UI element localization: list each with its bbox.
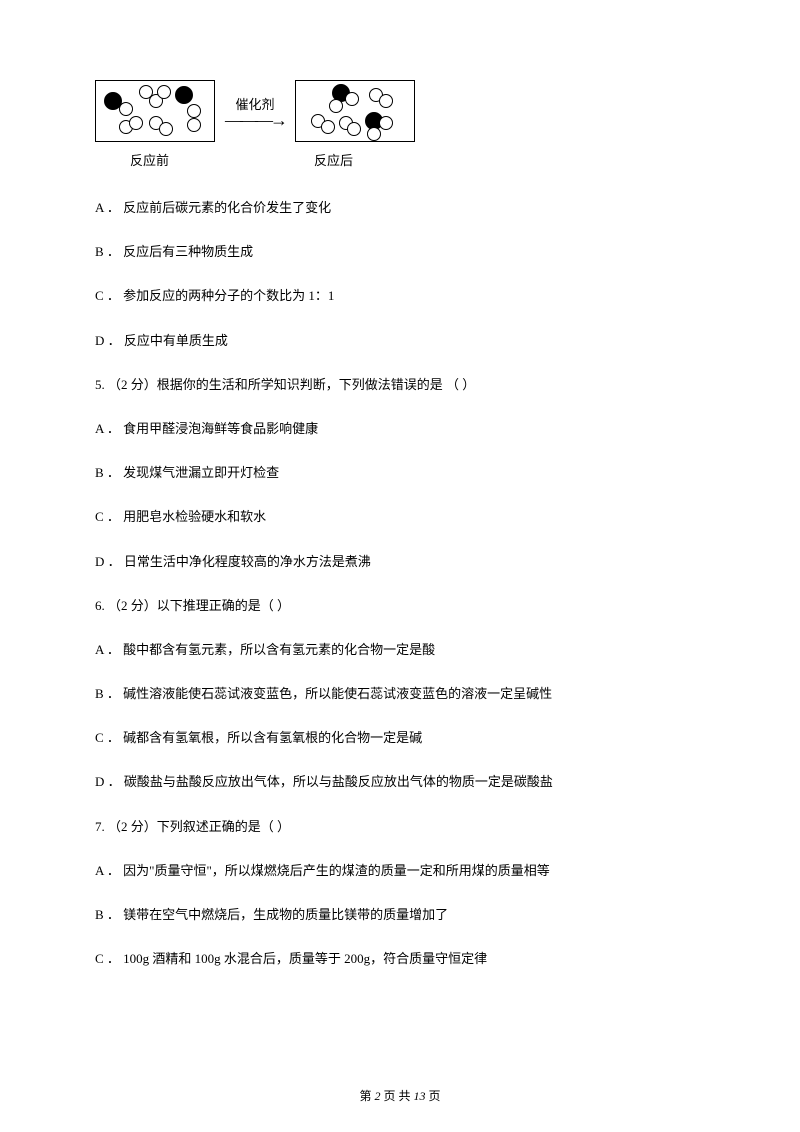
q7-option-c: C ． 100g 酒精和 100g 水混合后，质量等于 200g，符合质量守恒定… xyxy=(95,950,705,968)
before-label: 反应前 xyxy=(130,150,169,169)
after-label: 反应后 xyxy=(314,150,353,169)
atom-open xyxy=(329,99,343,113)
q6-stem: 6. （2 分）以下推理正确的是（ ） xyxy=(95,597,705,615)
atom-open xyxy=(321,120,335,134)
q6-option-b: B ． 碱性溶液能使石蕊试液变蓝色，所以能使石蕊试液变蓝色的溶液一定呈碱性 xyxy=(95,685,705,703)
q4-option-c: C ． 参加反应的两种分子的个数比为 1：1 xyxy=(95,287,705,305)
footer-prefix: 第 xyxy=(359,1089,374,1103)
q4-option-a: A ． 反应前后碳元素的化合价发生了变化 xyxy=(95,199,705,217)
q5-stem: 5. （2 分）根据你的生活和所学知识判断，下列做法错误的是 （ ） xyxy=(95,376,705,394)
q4-option-d: D ． 反应中有单质生成 xyxy=(95,332,705,350)
q6-option-d: D ． 碳酸盐与盐酸反应放出气体，所以与盐酸反应放出气体的物质一定是碳酸盐 xyxy=(95,773,705,791)
q5-option-b: B ． 发现煤气泄漏立即开灯检查 xyxy=(95,464,705,482)
q6-option-a: A ． 酸中都含有氢元素，所以含有氢元素的化合物一定是酸 xyxy=(95,641,705,659)
atom-open xyxy=(119,102,133,116)
reaction-diagram: 催化剂 ———→ xyxy=(95,80,705,142)
q5-option-c: C ． 用肥皂水检验硬水和软水 xyxy=(95,508,705,526)
footer-mid: 页 共 xyxy=(380,1089,413,1103)
q5-option-d: D ． 日常生活中净化程度较高的净水方法是煮沸 xyxy=(95,553,705,571)
atom-open xyxy=(345,92,359,106)
q6-option-c: C ． 碱都含有氢氧根，所以含有氢氧根的化合物一定是碱 xyxy=(95,729,705,747)
atom-open xyxy=(187,118,201,132)
q4-option-b: B ． 反应后有三种物质生成 xyxy=(95,243,705,261)
q7-stem: 7. （2 分）下列叙述正确的是（ ） xyxy=(95,818,705,836)
atom-open xyxy=(187,104,201,118)
atom-open xyxy=(379,94,393,108)
atom-open xyxy=(367,127,381,141)
arrow-icon: ———→ xyxy=(225,111,285,129)
atom-open xyxy=(129,116,143,130)
arrow-group: 催化剂 ———→ xyxy=(225,94,285,129)
atom-open xyxy=(159,122,173,136)
atom-open xyxy=(347,122,361,136)
atom-open xyxy=(157,85,171,99)
box-labels: 反应前 反应后 xyxy=(130,150,705,169)
atom-open xyxy=(379,116,393,130)
footer-total: 13 xyxy=(414,1089,426,1103)
q5-option-a: A ． 食用甲醛浸泡海鲜等食品影响健康 xyxy=(95,420,705,438)
footer-suffix: 页 xyxy=(426,1089,441,1103)
page-footer: 第 2 页 共 13 页 xyxy=(0,1087,800,1104)
atom-filled xyxy=(175,86,193,104)
q7-option-a: A ． 因为"质量守恒"，所以煤燃烧后产生的煤渣的质量一定和所用煤的质量相等 xyxy=(95,862,705,880)
q7-option-b: B ． 镁带在空气中燃烧后，生成物的质量比镁带的质量增加了 xyxy=(95,906,705,924)
reaction-box-before xyxy=(95,80,215,142)
reaction-box-after xyxy=(295,80,415,142)
